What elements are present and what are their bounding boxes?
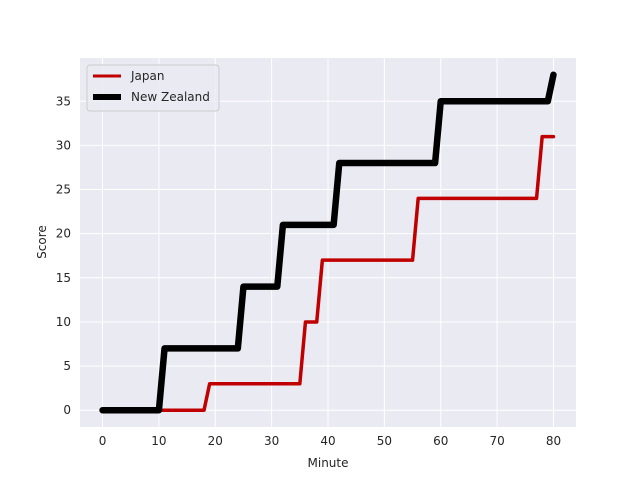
- series-line-new-zealand: [99, 71, 557, 414]
- grid: [80, 58, 576, 427]
- x-axis-label: Minute: [308, 456, 349, 470]
- y-tick-label: 20: [56, 227, 71, 241]
- x-tick-label: 30: [264, 434, 279, 448]
- x-tick-label: 40: [320, 434, 335, 448]
- y-axis-label: Score: [35, 225, 49, 259]
- y-tick-label: 30: [56, 138, 71, 152]
- x-tick-label: 50: [377, 434, 392, 448]
- x-tick-label: 80: [546, 434, 561, 448]
- series-layer: [99, 71, 557, 414]
- y-tick-label: 25: [56, 183, 71, 197]
- y-tick-label: 35: [56, 94, 71, 108]
- legend: Japan New Zealand: [86, 64, 220, 112]
- x-tick-label: 0: [99, 434, 107, 448]
- x-tick-label: 10: [151, 434, 166, 448]
- legend-label-new-zealand: New Zealand: [131, 90, 210, 104]
- y-tick-label: 15: [56, 271, 71, 285]
- series-line-japan: [100, 134, 556, 412]
- y-tick-label: 0: [63, 403, 71, 417]
- tick-labels: 0 10 20 30 40 50 60 70 80 0 5 10 15 20 25 30 35: [56, 94, 561, 448]
- legend-label-japan: Japan: [130, 69, 164, 83]
- x-tick-label: 60: [433, 434, 448, 448]
- x-tick-label: 70: [489, 434, 504, 448]
- y-tick-label: 5: [63, 359, 71, 373]
- y-tick-label: 10: [56, 315, 71, 329]
- x-tick-label: 20: [208, 434, 223, 448]
